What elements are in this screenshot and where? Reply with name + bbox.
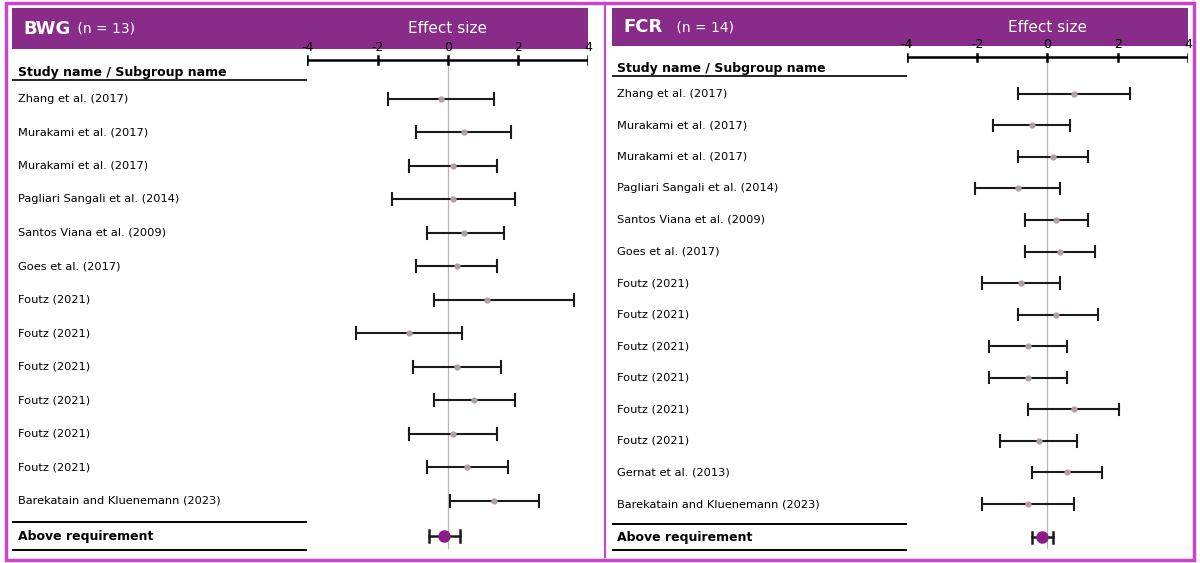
- Text: 0: 0: [1043, 38, 1051, 51]
- Text: Murakami et al. (2017): Murakami et al. (2017): [618, 120, 748, 130]
- Text: -2: -2: [371, 41, 384, 53]
- Text: -2: -2: [971, 38, 983, 51]
- Text: Barekatain and Kluenemann (2023): Barekatain and Kluenemann (2023): [618, 499, 820, 509]
- Text: FCR: FCR: [623, 19, 662, 37]
- Text: Murakami et al. (2017): Murakami et al. (2017): [618, 152, 748, 162]
- Text: Above requirement: Above requirement: [618, 531, 752, 544]
- Text: Pagliari Sangali et al. (2014): Pagliari Sangali et al. (2014): [18, 194, 179, 204]
- Text: Gernat et al. (2013): Gernat et al. (2013): [618, 467, 730, 477]
- Text: Zhang et al. (2017): Zhang et al. (2017): [618, 89, 727, 99]
- Text: Murakami et al. (2017): Murakami et al. (2017): [18, 127, 148, 137]
- Text: Goes et al. (2017): Goes et al. (2017): [18, 261, 120, 271]
- Text: Foutz (2021): Foutz (2021): [618, 436, 690, 446]
- Bar: [307, 8, 588, 48]
- Text: Foutz (2021): Foutz (2021): [18, 462, 90, 472]
- Text: BWG: BWG: [24, 20, 71, 38]
- Text: Effect size: Effect size: [1008, 20, 1087, 35]
- Text: Foutz (2021): Foutz (2021): [618, 341, 690, 351]
- Text: Foutz (2021): Foutz (2021): [618, 373, 690, 383]
- Bar: [907, 8, 1188, 46]
- Text: Foutz (2021): Foutz (2021): [618, 310, 690, 320]
- Bar: [612, 8, 907, 46]
- Text: Pagliari Sangali et al. (2014): Pagliari Sangali et al. (2014): [618, 184, 779, 193]
- Text: Study name / Subgroup name: Study name / Subgroup name: [618, 62, 826, 75]
- Text: Zhang et al. (2017): Zhang et al. (2017): [18, 94, 128, 104]
- Text: 2: 2: [515, 41, 522, 53]
- Text: Foutz (2021): Foutz (2021): [618, 278, 690, 288]
- Bar: [12, 8, 307, 48]
- Text: Barekatain and Kluenemann (2023): Barekatain and Kluenemann (2023): [18, 496, 221, 506]
- Text: 0: 0: [444, 41, 452, 53]
- Text: Murakami et al. (2017): Murakami et al. (2017): [18, 161, 148, 171]
- Text: 2: 2: [1114, 38, 1122, 51]
- Text: Study name / Subgroup name: Study name / Subgroup name: [18, 66, 227, 79]
- Text: Goes et al. (2017): Goes et al. (2017): [618, 247, 720, 257]
- Text: 4: 4: [1184, 38, 1192, 51]
- Text: Foutz (2021): Foutz (2021): [18, 429, 90, 439]
- Text: -4: -4: [901, 38, 913, 51]
- Text: Foutz (2021): Foutz (2021): [18, 295, 90, 305]
- Text: Santos Viana et al. (2009): Santos Viana et al. (2009): [18, 228, 166, 238]
- Text: Above requirement: Above requirement: [18, 530, 154, 543]
- Text: -4: -4: [301, 41, 313, 53]
- Text: 4: 4: [584, 41, 593, 53]
- Text: Santos Viana et al. (2009): Santos Viana et al. (2009): [618, 215, 766, 225]
- Text: (n = 14): (n = 14): [672, 20, 734, 34]
- Text: Foutz (2021): Foutz (2021): [18, 395, 90, 405]
- Text: Foutz (2021): Foutz (2021): [18, 362, 90, 372]
- Text: Foutz (2021): Foutz (2021): [618, 404, 690, 414]
- Text: Foutz (2021): Foutz (2021): [18, 328, 90, 338]
- Text: Effect size: Effect size: [408, 21, 487, 36]
- Text: (n = 13): (n = 13): [72, 21, 134, 35]
